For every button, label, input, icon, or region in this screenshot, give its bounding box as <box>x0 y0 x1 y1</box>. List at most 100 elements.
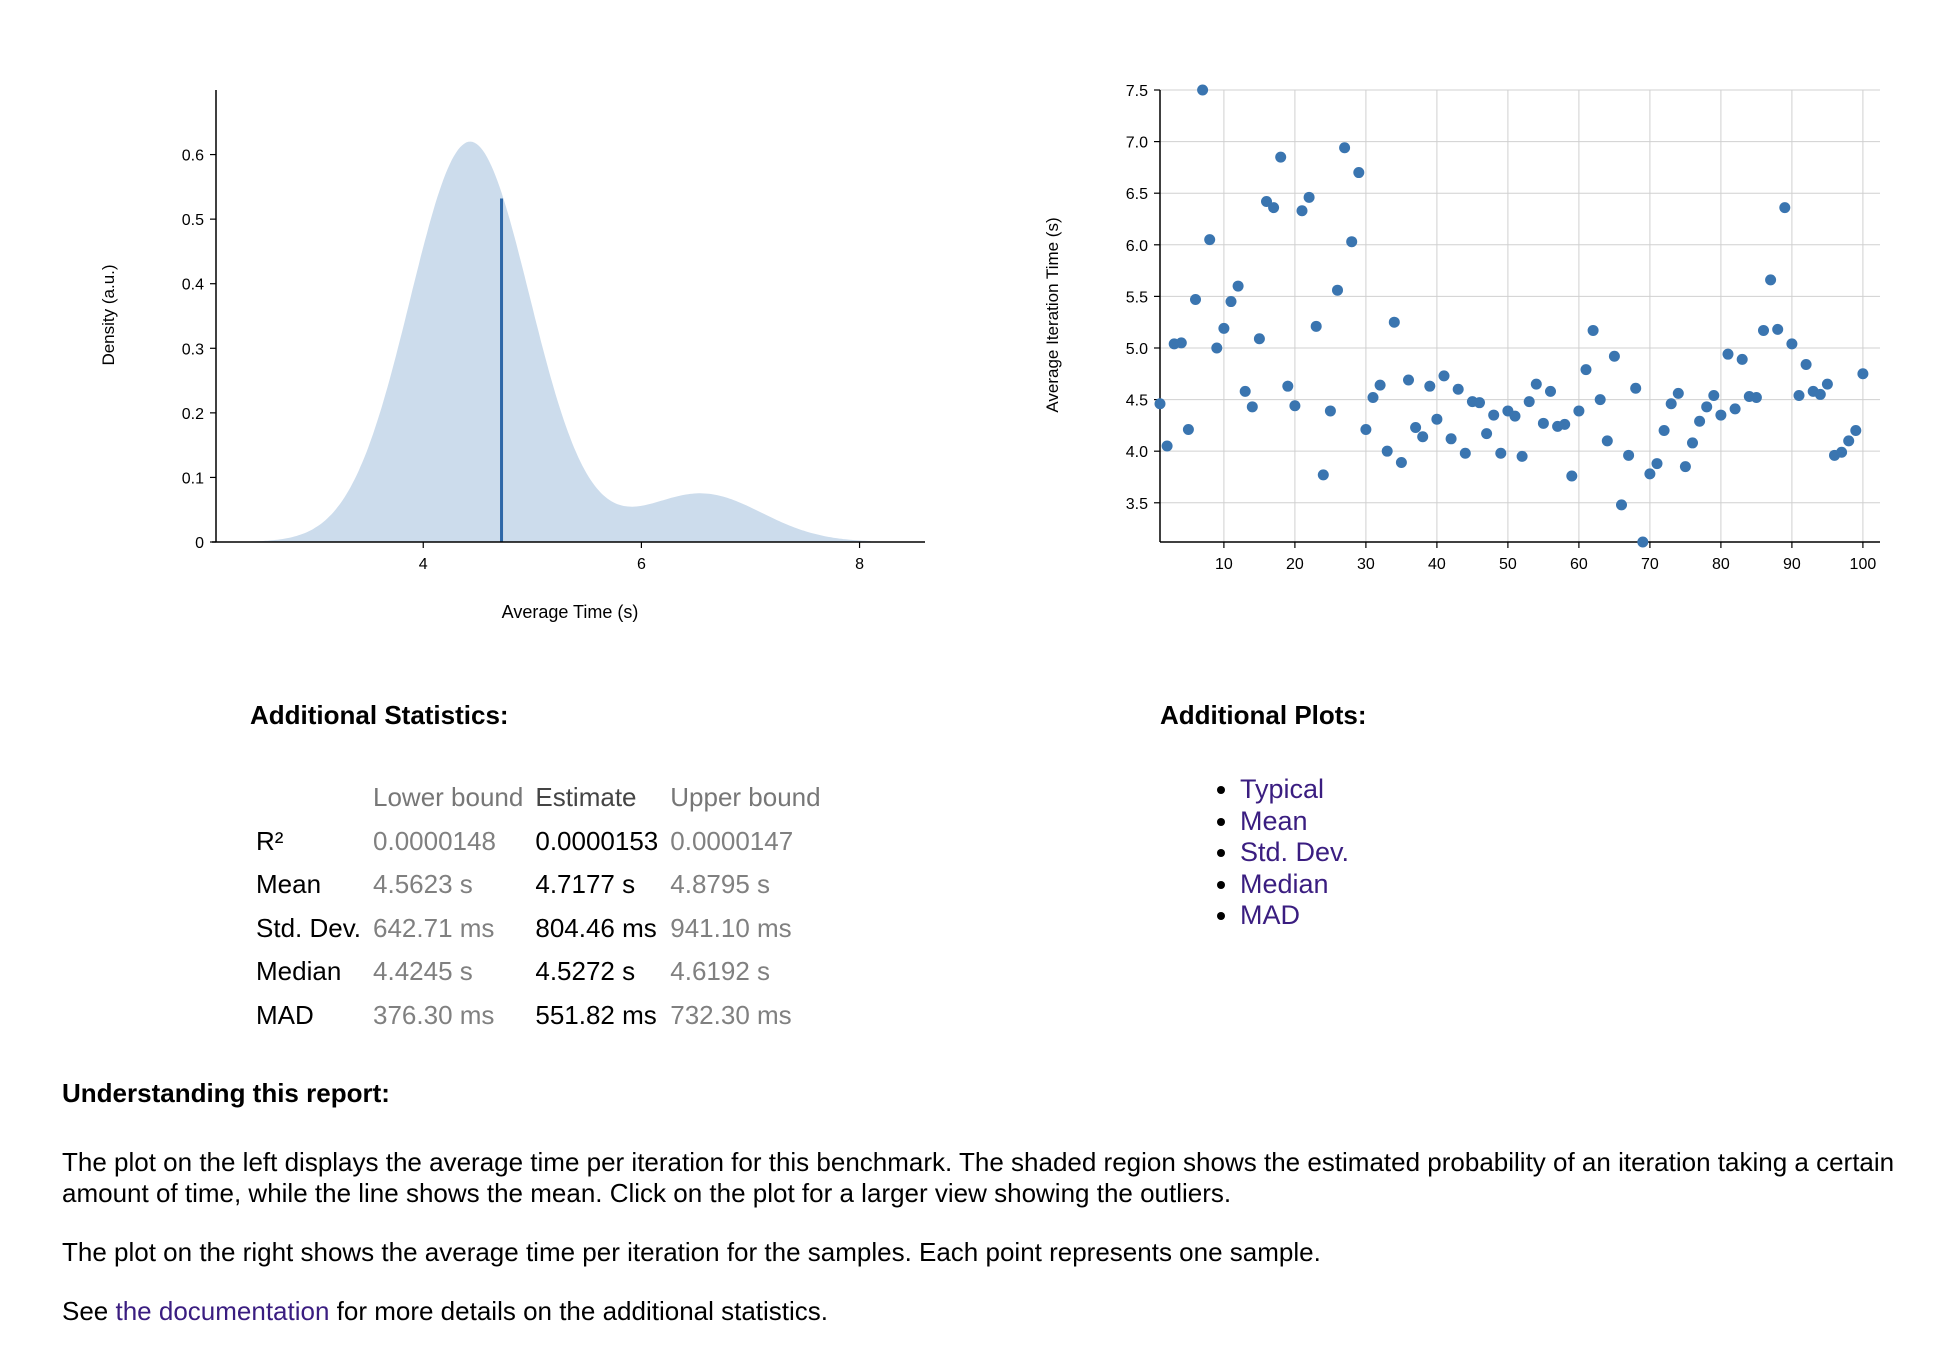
sample-point <box>1665 398 1677 410</box>
stat-label: Mean <box>256 869 322 900</box>
mean-plot-link[interactable]: Mean <box>1240 805 1308 836</box>
stat-estimate: 0.0000153 <box>535 825 659 856</box>
sample-point <box>1452 383 1464 395</box>
sample-point <box>1758 324 1769 336</box>
stat-upper: 732.30 ms <box>670 999 792 1030</box>
stat-upper: 4.6192 s <box>670 956 771 987</box>
additional-plots-list: Typical Mean Std. Dev. Median MAD <box>1210 774 1349 932</box>
sample-point <box>1594 394 1606 406</box>
sample-point <box>1559 418 1571 430</box>
stat-upper: 941.10 ms <box>670 912 792 943</box>
header-estimate: Estimate <box>535 782 637 813</box>
sample-point <box>1623 449 1635 461</box>
sample-point <box>1346 236 1358 248</box>
stat-label: R² <box>256 825 284 856</box>
sample-point <box>1175 337 1187 349</box>
sample-point <box>1268 202 1280 214</box>
understanding-section: Understanding this report: The plot on t… <box>62 1078 1942 1355</box>
sample-point <box>1580 364 1592 376</box>
sample-point <box>1488 409 1500 421</box>
sample-point <box>1253 333 1265 345</box>
stat-label: Median <box>256 956 342 987</box>
header-label <box>250 776 367 820</box>
sample-point <box>1800 359 1812 371</box>
sample-point <box>1218 322 1230 334</box>
sample-point <box>1317 469 1329 481</box>
stat-label: Std. Dev. <box>256 912 362 943</box>
additional-statistics-title: Additional Statistics: <box>250 700 509 730</box>
list-item: Typical <box>1240 774 1349 806</box>
sample-point <box>1644 468 1656 480</box>
header-lower-bound: Lower bound <box>373 782 524 813</box>
sample-point <box>1701 401 1713 413</box>
sample-point <box>1381 445 1393 457</box>
additional-plots-title: Additional Plots: <box>1160 700 1367 730</box>
iter-x-tick-label: 90 <box>1783 556 1801 573</box>
sample-point <box>1324 405 1336 417</box>
stat-upper: 4.8795 s <box>670 869 771 900</box>
median-plot-link[interactable]: Median <box>1240 868 1329 899</box>
sample-point <box>1616 499 1627 511</box>
sample-point <box>1232 280 1244 292</box>
sample-point <box>1786 338 1798 350</box>
iter-x-tick-label: 80 <box>1712 556 1730 573</box>
documentation-link[interactable]: the documentation <box>115 1296 330 1326</box>
mad-plot-link[interactable]: MAD <box>1240 900 1300 930</box>
sample-point <box>1424 380 1436 392</box>
pdf-y-tick-label: 0.5 <box>182 212 204 229</box>
list-item: Std. Dev. <box>1240 837 1349 869</box>
sample-point <box>1523 396 1535 408</box>
sample-point <box>1417 431 1429 443</box>
stat-lower: 376.30 ms <box>373 999 495 1030</box>
pdf-y-axis-label: Density (a.u.) <box>99 264 118 365</box>
sample-point <box>1190 293 1201 305</box>
sample-point <box>1530 378 1542 390</box>
sample-point <box>1687 437 1698 449</box>
iter-x-tick-label: 30 <box>1357 556 1375 573</box>
iter-x-tick-label: 50 <box>1499 556 1517 573</box>
sample-point <box>1197 84 1209 96</box>
sample-point <box>1601 435 1613 447</box>
see-prefix: See <box>62 1296 116 1326</box>
sample-point <box>1836 446 1848 458</box>
stats-row-median: Median 4.4245 s 4.5272 s 4.6192 s <box>250 950 827 994</box>
iter-x-tick-label: 70 <box>1641 556 1659 573</box>
sample-point <box>1537 417 1549 429</box>
sample-point <box>1708 389 1720 401</box>
pdf-plot[interactable]: Density (a.u.) Average Time (s) 4 6 8 0 0.1 0… <box>80 70 950 630</box>
sample-point <box>1658 425 1670 437</box>
stat-lower: 0.0000148 <box>373 825 496 856</box>
iter-y-tick-label: 6.0 <box>1126 238 1148 255</box>
stat-estimate: 804.46 ms <box>535 912 657 943</box>
sample-point <box>1850 425 1862 437</box>
typical-plot-link[interactable]: Typical <box>1240 774 1325 804</box>
understanding-paragraph-left-plot: The plot on the left displays the averag… <box>62 1147 1895 1208</box>
stat-estimate: 4.7177 s <box>535 869 636 900</box>
sample-point <box>1672 387 1684 399</box>
sample-point <box>1303 191 1315 203</box>
sample-point <box>1360 424 1372 436</box>
iter-x-tick-label: 60 <box>1570 556 1588 573</box>
stat-lower: 642.71 ms <box>373 912 495 943</box>
sample-point <box>1161 440 1173 452</box>
statistics-table: Lower bound Estimate Upper bound R² 0.00… <box>250 776 827 1037</box>
sample-point <box>1459 447 1471 459</box>
stats-row-mad: MAD 376.30 ms 551.82 ms 732.30 ms <box>250 994 827 1038</box>
statistics-header-row: Lower bound Estimate Upper bound <box>250 776 827 820</box>
sample-point <box>1573 405 1585 417</box>
sample-point <box>1779 202 1791 214</box>
pdf-x-tick-label: 8 <box>855 556 864 573</box>
iter-x-tick-label: 20 <box>1286 556 1304 573</box>
sample-point <box>1516 450 1528 462</box>
pdf-y-tick-label: 0.1 <box>182 470 204 487</box>
density-area <box>248 141 871 542</box>
iter-y-tick-label: 5.5 <box>1126 289 1148 306</box>
sample-point <box>1282 380 1294 392</box>
pdf-x-tick-label: 4 <box>419 556 428 573</box>
stat-label: MAD <box>256 999 314 1030</box>
sample-point <box>1481 428 1493 440</box>
sample-point <box>1403 374 1414 386</box>
sample-point <box>1310 320 1322 332</box>
iter-y-tick-label: 7.0 <box>1126 135 1148 152</box>
std-dev-plot-link[interactable]: Std. Dev. <box>1240 837 1350 867</box>
